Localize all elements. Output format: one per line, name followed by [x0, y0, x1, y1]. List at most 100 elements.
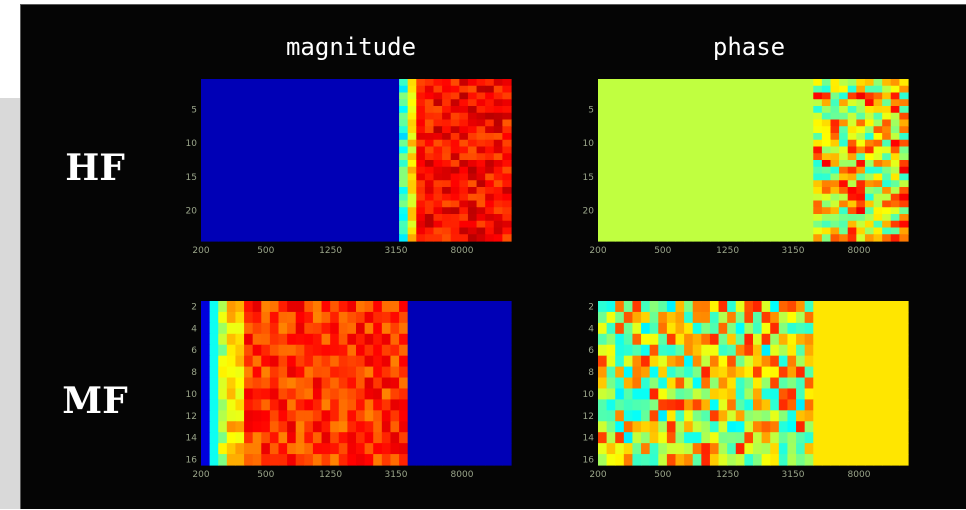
heatmap-cell: [770, 227, 780, 235]
heatmap-cell: [381, 344, 392, 357]
heatmap-cell: [821, 388, 832, 400]
heatmap-cell: [338, 207, 348, 215]
heatmap-cell: [606, 180, 616, 188]
heatmap-cell: [347, 153, 357, 161]
heatmap-cell: [770, 180, 780, 188]
heatmap-cell: [476, 399, 486, 411]
heatmap-cell: [692, 173, 702, 181]
heatmap-cell: [390, 333, 400, 346]
heatmap-cell: [649, 112, 659, 121]
heatmap-cell: [502, 139, 512, 148]
heatmap-cell: [709, 377, 720, 390]
heatmap-cell: [330, 85, 340, 94]
heatmap-cell: [684, 187, 694, 195]
heatmap-cell: [882, 443, 892, 455]
x-tick-label: 500: [257, 246, 274, 256]
heatmap-cell: [761, 187, 771, 195]
heatmap-cell: [373, 421, 383, 433]
heatmap-cell: [778, 333, 789, 346]
heatmap-cell: [493, 399, 503, 411]
heatmap-cell: [269, 106, 280, 114]
heatmap-cell: [209, 207, 219, 215]
row-label-mf: MF: [62, 380, 128, 422]
heatmap-cell: [287, 166, 297, 175]
heatmap-cell: [330, 193, 340, 202]
heatmap-cell: [623, 410, 634, 422]
heatmap-cell: [744, 180, 754, 188]
heatmap-cell: [606, 410, 616, 422]
heatmap-cell: [615, 333, 625, 346]
heatmap-cell: [873, 79, 883, 87]
heatmap-cell: [821, 454, 832, 466]
heatmap-cell: [856, 85, 866, 94]
heatmap-cell: [226, 126, 237, 134]
heatmap-cell: [666, 207, 677, 215]
heatmap-cell: [821, 200, 832, 208]
heatmap-cell: [641, 322, 651, 335]
heatmap-cell: [882, 421, 892, 433]
heatmap-cell: [649, 322, 659, 335]
heatmap-cell: [467, 234, 478, 242]
heatmap-cell: [235, 432, 245, 444]
heatmap-cell: [312, 388, 323, 400]
heatmap-cell: [269, 119, 280, 127]
heatmap-cell: [502, 399, 512, 411]
heatmap-cell: [770, 388, 780, 400]
heatmap-cell: [287, 160, 297, 168]
heatmap-cell: [364, 207, 374, 215]
heatmap-cell: [201, 92, 211, 100]
heatmap-cell: [476, 99, 486, 107]
heatmap-cell: [485, 333, 495, 346]
heatmap-cell: [338, 454, 348, 466]
heatmap-cell: [381, 126, 392, 134]
heatmap-cell: [675, 79, 685, 87]
heatmap-cell: [364, 388, 374, 400]
heatmap-cell: [235, 92, 245, 100]
heatmap-cell: [787, 153, 797, 161]
heatmap-cell: [864, 85, 875, 94]
heatmap-cell: [666, 322, 677, 335]
heatmap-cell: [399, 311, 409, 324]
y-tick-label: 5: [191, 105, 197, 115]
heatmap-cell: [416, 85, 426, 94]
heatmap-cell: [882, 180, 892, 188]
heatmap-cell: [899, 366, 909, 379]
heatmap-cell: [244, 443, 254, 455]
heatmap-cell: [649, 301, 659, 313]
heatmap-cell: [399, 421, 409, 433]
heatmap-cell: [606, 200, 616, 208]
heatmap-cell: [476, 139, 486, 148]
heatmap-cell: [381, 207, 392, 215]
heatmap-cell: [364, 160, 374, 168]
heatmap-cell: [252, 193, 262, 202]
heatmap-cell: [485, 322, 495, 335]
heatmap-cell: [424, 85, 435, 94]
heatmap-cell: [312, 399, 323, 411]
heatmap-cell: [847, 187, 857, 195]
heatmap-cell: [252, 410, 262, 422]
heatmap-cell: [692, 311, 702, 324]
heatmap-cell: [796, 344, 806, 357]
heatmap-cell: [467, 146, 478, 154]
heatmap-cell: [684, 355, 694, 368]
heatmap-cell: [287, 311, 297, 324]
heatmap-cell: [821, 126, 832, 134]
heatmap-cell: [684, 112, 694, 121]
heatmap-cell: [201, 119, 211, 127]
heatmap-cell: [295, 227, 305, 235]
heatmap-cell: [615, 207, 625, 215]
heatmap-cell: [390, 187, 400, 195]
heatmap-cell: [899, 214, 909, 222]
heatmap-cell: [890, 311, 900, 324]
heatmap-cell: [813, 119, 823, 127]
heatmap-cell: [770, 220, 780, 229]
heatmap-cell: [615, 153, 625, 161]
heatmap-cell: [321, 301, 331, 313]
heatmap-cell: [467, 432, 478, 444]
heatmap-cell: [658, 355, 668, 368]
heatmap-cell: [356, 207, 366, 215]
heatmap-cell: [442, 214, 452, 222]
heatmap-cell: [252, 180, 262, 188]
heatmap-cell: [666, 377, 677, 390]
heatmap-cell: [701, 399, 711, 411]
